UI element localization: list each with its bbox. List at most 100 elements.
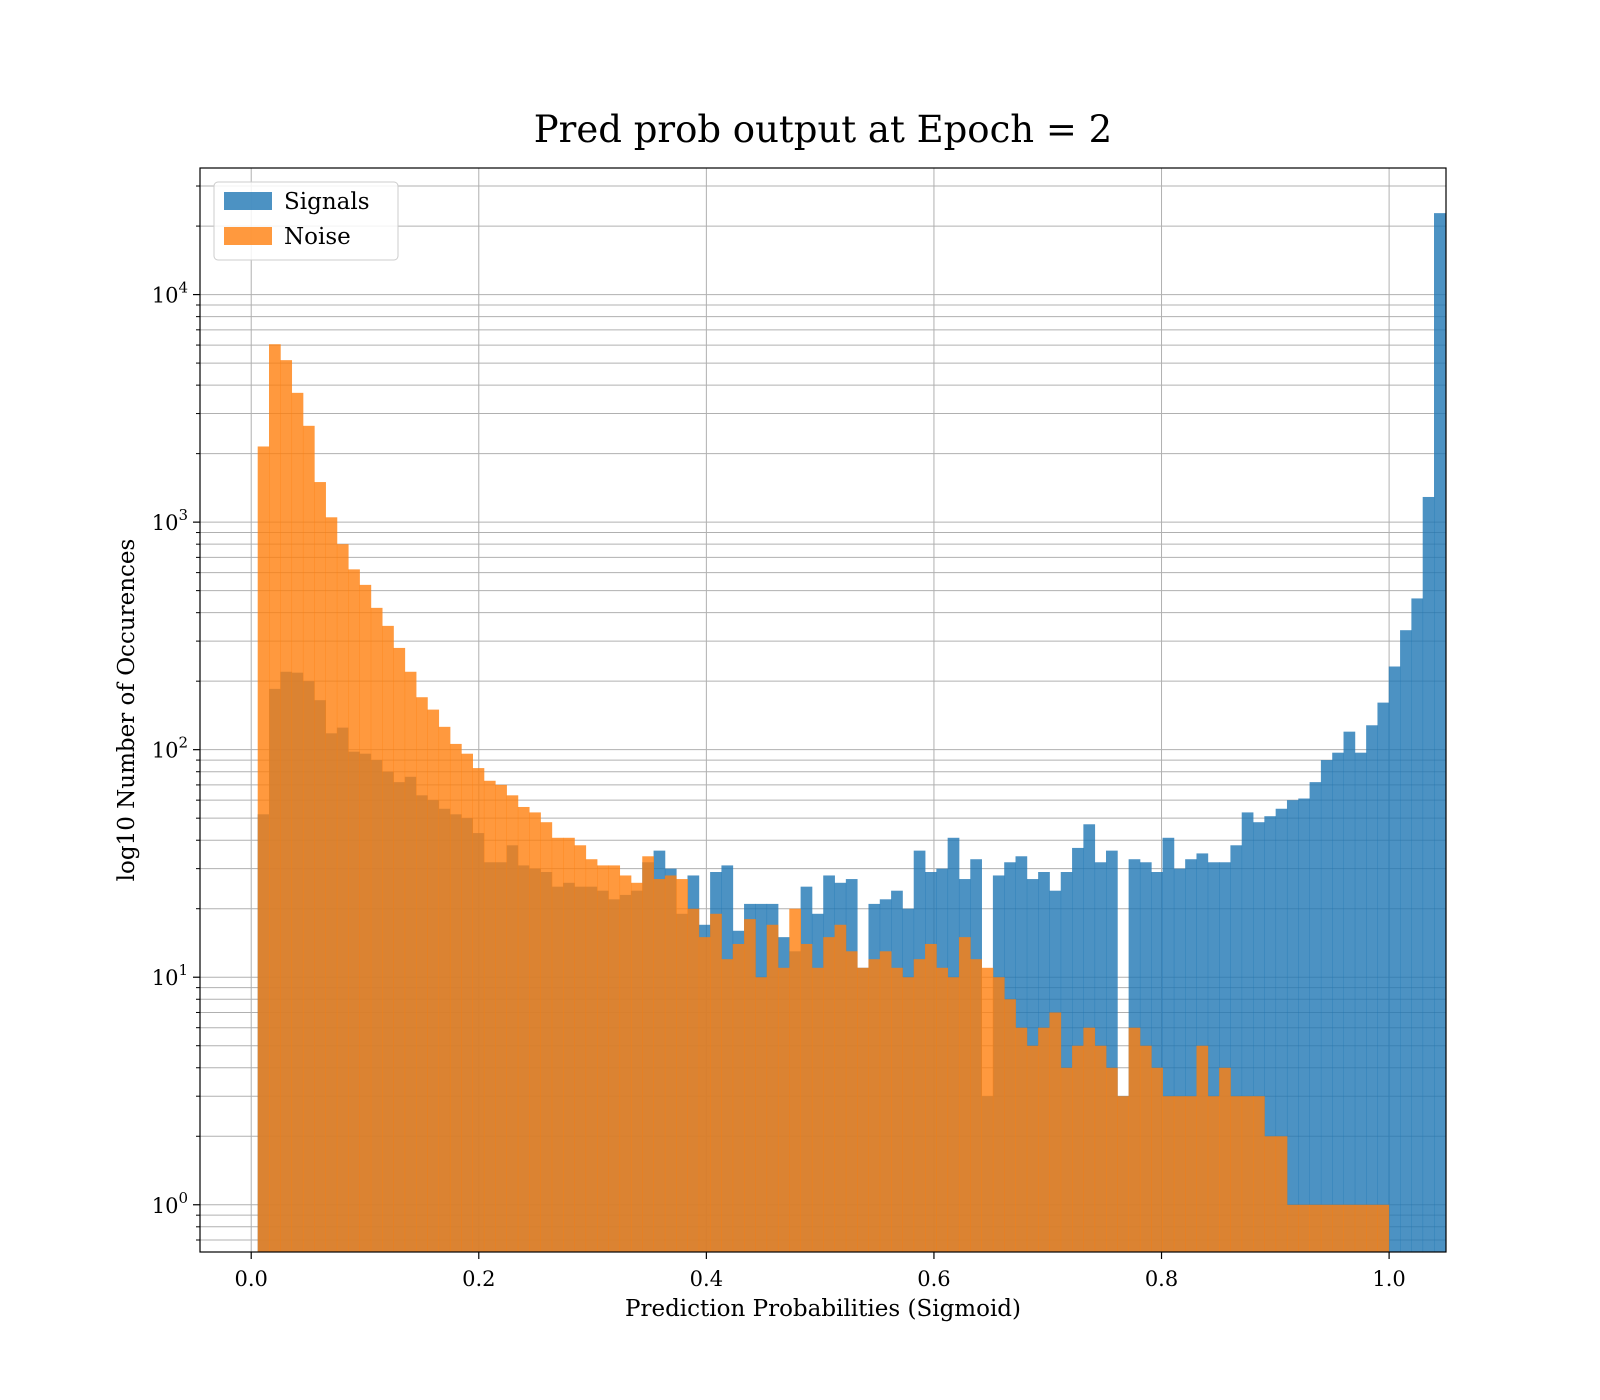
bar-noise xyxy=(992,977,1005,1252)
bar-noise xyxy=(1128,1027,1141,1252)
bar-noise xyxy=(947,977,960,1252)
x-tick-label: 0.6 xyxy=(917,1267,950,1291)
bar-noise xyxy=(529,812,541,1252)
bar-signals xyxy=(1173,868,1186,1252)
bar-noise xyxy=(936,967,949,1252)
bar-signals xyxy=(1286,800,1299,1252)
bar-noise xyxy=(789,908,802,1252)
bar-noise xyxy=(698,937,711,1252)
bar-noise xyxy=(1185,1096,1197,1252)
bar-noise xyxy=(1015,1027,1028,1252)
bar-noise xyxy=(879,951,892,1252)
bar-noise xyxy=(1354,1204,1367,1252)
bar-noise xyxy=(449,743,462,1252)
bar-noise xyxy=(642,856,654,1252)
bar-signals xyxy=(1151,871,1163,1252)
bar-noise xyxy=(269,344,281,1252)
bar-noise xyxy=(1049,1012,1062,1252)
bar-noise xyxy=(1196,1045,1209,1252)
bar-noise xyxy=(981,967,994,1252)
bar-signals xyxy=(1207,862,1220,1252)
bar-noise xyxy=(755,977,768,1252)
bars xyxy=(257,213,1446,1253)
bar-noise xyxy=(630,882,643,1252)
x-tick-label: 1.0 xyxy=(1372,1267,1405,1291)
bar-noise xyxy=(913,959,926,1252)
bar-signals xyxy=(1105,850,1118,1252)
y-tick-label: 104 xyxy=(152,279,188,308)
plot-frame xyxy=(199,167,1447,1253)
bar-signals xyxy=(1320,760,1333,1252)
bar-noise xyxy=(1026,1045,1039,1252)
bar-noise xyxy=(1139,1045,1152,1252)
bar-noise xyxy=(551,837,564,1252)
bar-noise xyxy=(325,517,338,1252)
bar-noise xyxy=(1241,1096,1254,1252)
bar-signals xyxy=(1230,845,1243,1252)
bar-signals xyxy=(1275,808,1288,1252)
bar-noise xyxy=(868,959,881,1252)
bar-noise xyxy=(1264,1136,1277,1252)
bar-signals xyxy=(1422,496,1435,1252)
bar-noise xyxy=(1219,1067,1231,1252)
bar-noise xyxy=(1332,1204,1344,1252)
bar-noise xyxy=(585,859,598,1252)
bar-noise xyxy=(608,865,621,1252)
bar-noise xyxy=(336,544,349,1252)
bar-noise xyxy=(823,937,835,1252)
bar-noise xyxy=(517,806,530,1252)
bar-noise xyxy=(483,780,496,1252)
y-tick-label: 101 xyxy=(152,961,188,990)
x-tick-label: 0.2 xyxy=(462,1267,495,1291)
bar-noise xyxy=(1072,1045,1084,1252)
bar-noise xyxy=(416,697,428,1252)
bar-noise xyxy=(370,607,383,1252)
bar-noise xyxy=(302,425,315,1252)
bar-signals xyxy=(1400,630,1412,1252)
bar-noise xyxy=(958,937,971,1252)
bar-noise xyxy=(1004,999,1016,1252)
bar-signals xyxy=(1343,731,1356,1252)
bar-noise xyxy=(382,625,394,1252)
bar-noise xyxy=(811,967,824,1252)
bar-noise xyxy=(257,446,270,1252)
bar-noise xyxy=(461,753,473,1252)
bar-noise xyxy=(1173,1096,1186,1252)
y-tick-label: 103 xyxy=(152,506,188,535)
chart-title: Pred prob output at Epoch = 2 xyxy=(534,108,1112,151)
bar-noise xyxy=(1320,1204,1333,1252)
bar-noise xyxy=(506,795,519,1252)
bar-noise xyxy=(1060,1067,1073,1252)
bar-noise xyxy=(1117,1096,1130,1252)
ticks: 0.0 0.2 0.4 0.6 0.8 1.0 100 101 102 103 104 xyxy=(152,185,1406,1291)
legend-label-noise: Noise xyxy=(284,224,351,250)
bar-noise xyxy=(563,837,575,1252)
legend-swatch-noise xyxy=(224,227,272,245)
bar-noise xyxy=(970,959,982,1252)
bar-noise xyxy=(834,924,847,1252)
bar-noise xyxy=(1377,1204,1390,1252)
bar-signals xyxy=(1253,822,1265,1252)
bar-signals xyxy=(1060,871,1073,1252)
legend-label-signals: Signals xyxy=(284,189,370,215)
bar-noise xyxy=(1105,1067,1118,1252)
bar-noise xyxy=(348,569,360,1252)
bar-noise xyxy=(732,943,745,1252)
bar-signals xyxy=(1298,798,1310,1252)
bar-signals xyxy=(1264,816,1277,1252)
bar-noise xyxy=(1343,1204,1356,1252)
x-axis-label: Prediction Probabilities (Sigmoid) xyxy=(625,1296,1021,1322)
bar-noise xyxy=(1151,1067,1163,1252)
bar-signals xyxy=(1434,213,1446,1252)
bar-signals xyxy=(1309,782,1322,1252)
bar-noise xyxy=(891,967,903,1252)
legend-swatch-signals xyxy=(224,192,272,210)
bar-noise xyxy=(1207,1096,1220,1252)
x-tick-label: 0.0 xyxy=(235,1267,268,1291)
bar-signals xyxy=(1241,812,1254,1252)
bar-noise xyxy=(597,865,609,1252)
bar-noise xyxy=(1162,1096,1175,1252)
bar-noise xyxy=(664,875,677,1252)
bar-noise xyxy=(1253,1096,1265,1252)
bar-noise xyxy=(1038,1027,1050,1252)
